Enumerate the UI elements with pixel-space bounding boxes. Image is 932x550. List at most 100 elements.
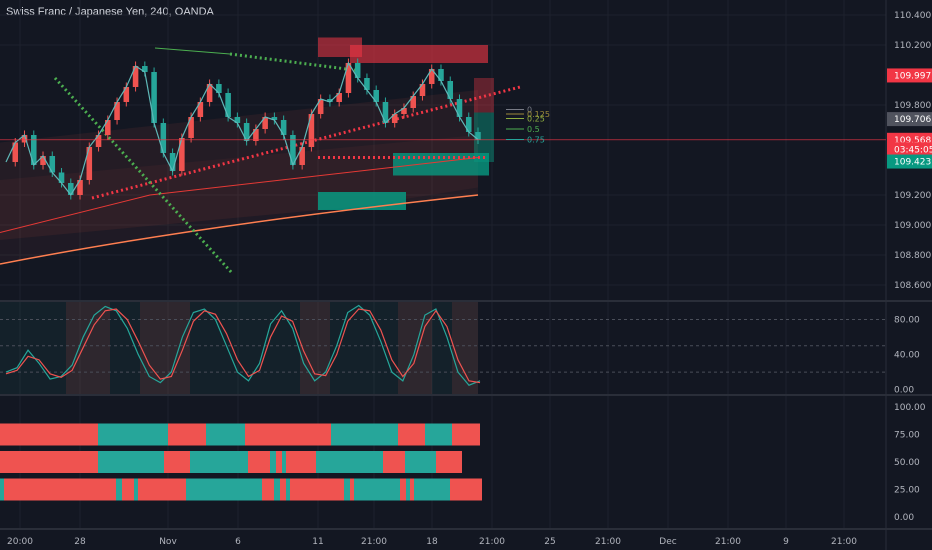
time-tick-label: Nov [159, 537, 177, 547]
price-badge [887, 68, 932, 83]
time-tick-label: 11 [312, 537, 323, 547]
time-tick-label: 28 [74, 537, 86, 547]
trend-segment [450, 478, 482, 501]
time-tick-label: 21:00 [595, 537, 621, 547]
candle-body [364, 78, 370, 90]
time-tick-label: Dec [659, 537, 676, 547]
price-badge-label: 03:45:05 [894, 145, 932, 155]
candle-body [317, 99, 324, 114]
price-tick-label: 109.800 [894, 101, 931, 111]
stochastic-background [0, 302, 478, 394]
trend-segment [406, 478, 410, 501]
fib-level-label: 0.125 [527, 110, 550, 119]
fib-level-label: 0 [527, 106, 532, 115]
ma-ribbon-fill [0, 135, 478, 263]
candle-body [336, 93, 342, 102]
candle-body [206, 84, 213, 102]
candle-body [95, 135, 102, 147]
stochastic-zone [300, 302, 330, 394]
candle-body [105, 120, 111, 135]
close-price-line [5, 61, 479, 197]
trend-segment [0, 451, 98, 473]
candle-body [132, 66, 139, 87]
candle-body [123, 87, 130, 102]
candle-body [456, 99, 463, 117]
resistance-zone [350, 45, 488, 63]
trend-tick-label: 75.00 [894, 431, 920, 441]
candle-body [391, 114, 398, 123]
candle-body [465, 117, 472, 132]
candle-body [234, 117, 241, 123]
time-tick-label: 21:00 [479, 537, 505, 547]
trend-segment [282, 451, 286, 473]
time-tick-label: 6 [235, 537, 241, 547]
candle-body [327, 99, 333, 102]
trend-segment [122, 478, 134, 501]
trend-segment [186, 478, 262, 501]
candle-body [428, 69, 435, 84]
candle-body [86, 147, 93, 180]
time-tick-label: 18 [426, 537, 438, 547]
candle-body [77, 180, 83, 195]
trend-segment [190, 451, 248, 473]
candle-body [169, 153, 176, 171]
price-badge-label: 109.706 [894, 115, 931, 125]
trend-segment [286, 451, 316, 473]
time-tick-label: 21:00 [831, 537, 857, 547]
trend-segment [262, 478, 274, 501]
stochastic-tick-label: 0.00 [894, 386, 914, 396]
trend-segment [248, 451, 270, 473]
trend-tick-label: 25.00 [894, 486, 920, 496]
price-badge-label: 109.997 [894, 71, 931, 81]
dotted-trendline [53, 76, 234, 275]
candle-body [299, 147, 305, 165]
candle-body [160, 123, 167, 153]
candle-body [40, 156, 46, 165]
trend-segment [350, 478, 354, 501]
candle-body [373, 90, 379, 102]
trend-segment [0, 423, 98, 446]
trend-segment [206, 423, 245, 446]
candle-body [142, 66, 148, 72]
trend-segment [134, 478, 138, 501]
candle-body [197, 102, 204, 117]
candle-body [271, 117, 278, 120]
candle-body [30, 135, 37, 165]
moving-average-line [0, 194, 479, 265]
time-tick-label: 9 [783, 537, 789, 547]
candle-body [49, 156, 56, 173]
candle-body [438, 69, 444, 81]
candle-body [179, 138, 185, 171]
trend-segment [164, 451, 190, 473]
price-tick-label: 109.200 [894, 191, 931, 201]
time-tick-label: 25 [544, 537, 555, 547]
trend-segment [436, 451, 462, 473]
candle-body [345, 63, 352, 93]
trendline [154, 47, 231, 55]
stochastic-zone [452, 302, 478, 394]
candle-body [188, 117, 194, 138]
candle-body [410, 96, 416, 108]
candle-body [225, 93, 231, 117]
trend-segment [414, 478, 450, 501]
trend-segment [276, 451, 282, 473]
price-tick-label: 110.200 [894, 41, 931, 51]
time-tick-label: 20:00 [7, 537, 33, 547]
trend-segment [405, 451, 436, 473]
trend-segment [316, 451, 383, 473]
trend-tick-label: 50.00 [894, 458, 920, 468]
trend-segment [98, 451, 164, 473]
candle-body [382, 102, 389, 123]
trend-segment [398, 423, 425, 446]
stochastic-zone [140, 302, 190, 394]
candle-body [354, 63, 361, 78]
time-tick-label: 21:00 [361, 537, 387, 547]
trend-segment [410, 478, 414, 501]
trend-segment [400, 478, 406, 501]
trend-segment [452, 423, 480, 446]
candle-body [58, 172, 65, 183]
stochastic-line [5, 304, 481, 386]
fib-level-label: 0.5 [527, 125, 540, 134]
candle-body [243, 123, 250, 141]
